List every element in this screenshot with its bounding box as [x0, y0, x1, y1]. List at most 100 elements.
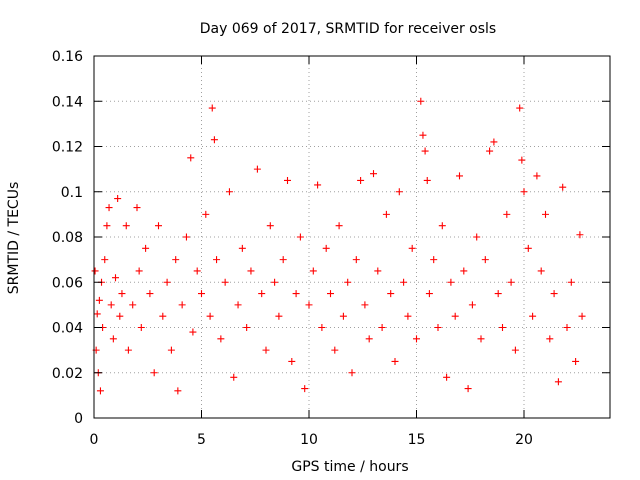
data-point	[322, 244, 330, 252]
data-point	[559, 183, 567, 191]
data-point	[314, 181, 322, 189]
data-point	[103, 222, 111, 230]
data-point	[109, 335, 117, 343]
data-point	[361, 301, 369, 309]
data-point	[91, 267, 99, 275]
data-point	[352, 256, 360, 264]
data-point	[374, 267, 382, 275]
data-point	[247, 267, 255, 275]
data-point	[202, 210, 210, 218]
data-point	[193, 267, 201, 275]
data-point	[486, 147, 494, 155]
y-tick-label: 0.16	[52, 49, 83, 65]
x-tick-label: 5	[197, 432, 206, 448]
data-point	[400, 278, 408, 286]
data-point	[529, 312, 537, 320]
data-point	[563, 324, 571, 331]
data-point	[524, 244, 532, 252]
x-tick-label: 15	[408, 432, 426, 448]
data-point	[417, 97, 425, 105]
data-point	[234, 301, 242, 309]
data-point	[542, 210, 549, 218]
data-point	[225, 188, 233, 196]
data-point	[174, 387, 182, 395]
data-point	[305, 301, 313, 309]
data-point	[213, 256, 221, 264]
data-point	[221, 278, 229, 286]
data-point	[217, 335, 225, 343]
data-point	[331, 346, 339, 354]
data-point	[567, 278, 575, 286]
data-point	[370, 170, 377, 178]
data-point	[118, 290, 126, 298]
data-point	[288, 357, 296, 365]
data-point	[279, 256, 287, 264]
data-point	[438, 222, 446, 230]
data-point	[208, 104, 216, 112]
x-tick-label: 10	[300, 432, 318, 448]
data-point	[122, 222, 130, 230]
data-point	[494, 290, 502, 298]
x-tick-label: 0	[90, 432, 99, 448]
data-point	[198, 290, 205, 298]
data-point	[365, 335, 373, 343]
data-point	[114, 195, 122, 203]
data-point	[447, 278, 455, 286]
data-point	[456, 172, 463, 180]
y-tick-label: 0.14	[52, 94, 83, 110]
data-point	[451, 312, 459, 320]
data-point	[443, 373, 451, 381]
y-tick-label: 0.12	[52, 140, 83, 156]
data-point	[142, 244, 150, 252]
data-point	[178, 301, 186, 309]
data-point	[546, 335, 554, 343]
data-point	[348, 369, 356, 377]
data-point	[238, 244, 246, 252]
data-point	[101, 256, 109, 264]
data-point	[537, 267, 545, 275]
data-point	[425, 290, 433, 298]
data-point	[124, 346, 132, 354]
data-point	[339, 312, 347, 320]
data-point	[518, 156, 526, 164]
data-point	[253, 165, 261, 173]
data-point	[572, 357, 580, 365]
data-point	[296, 233, 304, 241]
data-point	[468, 301, 476, 309]
grid	[94, 56, 610, 418]
chart-title: Day 069 of 2017, SRMTID for receiver osl…	[200, 21, 496, 37]
data-point	[344, 278, 352, 286]
y-tick-label: 0	[74, 411, 83, 427]
data-point	[206, 312, 214, 320]
data-point	[146, 290, 154, 298]
data-point	[258, 290, 266, 298]
data-point	[137, 324, 145, 331]
data-point	[243, 324, 251, 331]
data-point	[292, 290, 300, 298]
y-tick-label: 0.06	[52, 275, 83, 291]
data-point	[382, 210, 390, 218]
data-point	[550, 290, 558, 298]
data-point	[150, 369, 158, 377]
data-point	[511, 346, 519, 354]
data-point	[301, 385, 309, 393]
data-point	[395, 188, 403, 196]
data-point	[473, 233, 481, 241]
data-point	[135, 267, 143, 275]
data-point	[163, 278, 171, 286]
data-point	[464, 385, 472, 393]
data-point	[503, 210, 511, 218]
data-point	[271, 278, 279, 286]
data-point	[520, 188, 528, 196]
x-axis-label: GPS time / hours	[291, 459, 408, 475]
data-point	[419, 131, 427, 139]
data-point	[230, 373, 238, 381]
y-tick-label: 0.08	[52, 230, 83, 246]
data-point	[266, 222, 274, 230]
data-point	[172, 256, 180, 264]
data-point	[335, 222, 343, 230]
data-point	[95, 296, 103, 304]
x-tick-label: 20	[515, 432, 533, 448]
